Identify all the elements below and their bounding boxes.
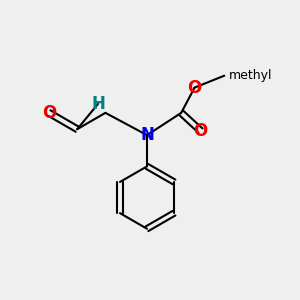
Text: O: O [42,104,56,122]
Text: N: N [140,126,154,144]
Text: H: H [91,95,105,113]
Text: methyl: methyl [229,69,272,82]
Text: O: O [194,122,208,140]
Text: O: O [188,79,202,97]
